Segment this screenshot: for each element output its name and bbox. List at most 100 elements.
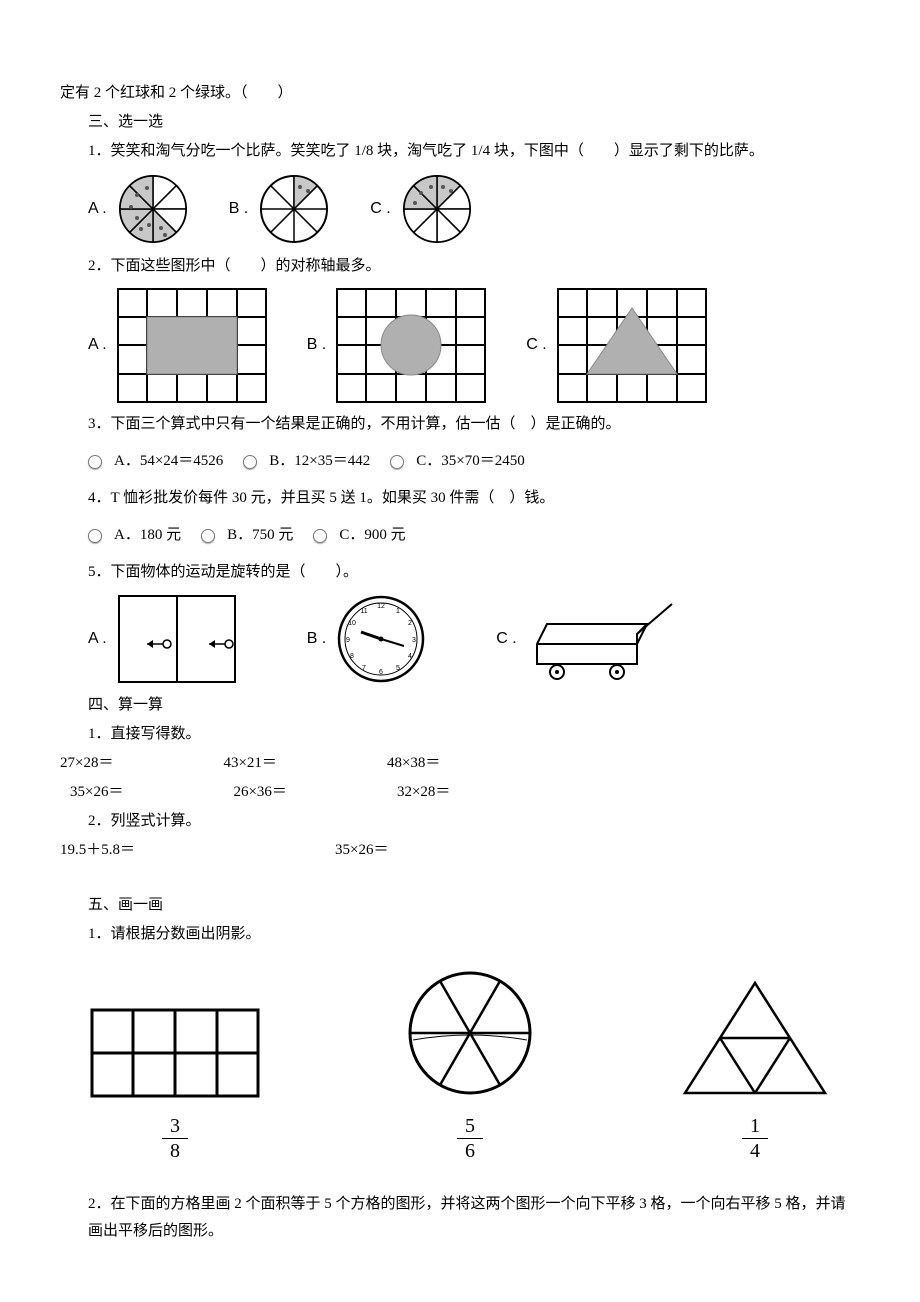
q1-b-label: B . [229,195,249,224]
svg-text:4: 4 [408,653,412,660]
q2-a-label: A . [88,331,107,360]
q2-c-label: C . [526,331,546,360]
radio-icon [201,529,215,543]
q3-a-label: A．54×24＝4526 [114,448,223,475]
frac3-den: 4 [742,1138,768,1161]
frac1-den: 8 [162,1138,188,1161]
frac2-den: 6 [457,1138,483,1161]
q4-b-label: B．750 元 [227,522,293,549]
svg-text:8: 8 [350,653,354,660]
q5-option-c[interactable]: C . [496,594,676,684]
calc-1a: 27×28＝ [60,750,113,777]
grid-triangle-icon [557,288,707,403]
calc-2b: 26×36＝ [233,779,286,806]
svg-text:6: 6 [379,669,383,676]
q1-option-c[interactable]: C . [370,173,472,245]
section4-sub1: 1．直接写得数。 [60,721,860,748]
pizza-icon-c [401,173,473,245]
cart-icon [527,594,677,684]
draw-row: 3 8 5 6 1 4 [90,968,830,1161]
radio-icon [88,455,102,469]
q4-options: A．180 元 B．750 元 C．900 元 [88,522,860,549]
svg-text:11: 11 [361,608,368,615]
radio-icon [88,529,102,543]
q2-text: 2．下面这些图形中（ ）的对称轴最多。 [60,253,860,280]
q1-option-a[interactable]: A . [88,173,189,245]
q1-options: A . B . C . [88,173,860,245]
q3-option-b[interactable]: B．12×35＝442 [243,448,370,475]
calc-row-2: 35×26＝ 26×36＝ 32×28＝ [70,779,860,806]
q1-a-label: A . [88,195,107,224]
calc-1b: 43×21＝ [223,750,276,777]
section5-sub2: 2．在下面的方格里画 2 个面积等于 5 个方格的图形，并将这两个图形一个向下平… [60,1191,860,1245]
section3-title: 三、选一选 [60,109,860,136]
q3-option-a[interactable]: A．54×24＝4526 [88,448,223,475]
section4-sub2: 2．列竖式计算。 [60,808,860,835]
q3-b-label: B．12×35＝442 [269,448,370,475]
q5-option-b[interactable]: B . 1212 345 678 91011 [307,594,427,684]
q5-text: 5．下面物体的运动是旋转的是（ ）。 [60,559,860,586]
calc-row-1: 27×28＝ 43×21＝ 48×38＝ [60,750,860,777]
svg-text:3: 3 [412,637,416,644]
svg-text:2: 2 [408,620,412,627]
calc-3a: 19.5＋5.8＝ [60,837,135,864]
q5-b-label: B . [307,625,327,654]
q3-options: A．54×24＝4526 B．12×35＝442 C．35×70＝2450 [88,448,860,475]
sliding-door-icon [117,594,237,684]
radio-icon [390,455,404,469]
fraction-2: 5 6 [457,1116,483,1161]
q1-c-label: C . [370,195,390,224]
intro-partial: 定有 2 个红球和 2 个绿球。（ ） [60,80,860,107]
draw-item-3: 1 4 [680,978,830,1161]
section5-title: 五、画一画 [60,892,860,919]
svg-text:10: 10 [348,620,356,627]
svg-text:12: 12 [377,603,385,610]
calc-row-3: 19.5＋5.8＝ 35×26＝ [60,837,860,864]
q1-text: 1．笑笑和淘气分吃一个比萨。笑笑吃了 1/8 块，淘气吃了 1/4 块，下图中（… [60,138,860,165]
q2-option-b[interactable]: B . [307,288,487,403]
frac1-num: 3 [162,1116,188,1138]
rect-grid-icon [90,1008,260,1098]
svg-text:7: 7 [362,665,366,672]
frac2-num: 5 [457,1116,483,1138]
fraction-3: 1 4 [742,1116,768,1161]
q4-option-c[interactable]: C．900 元 [313,522,405,549]
calc-3b: 35×26＝ [335,837,388,864]
q4-option-b[interactable]: B．750 元 [201,522,293,549]
pizza-icon-b [258,173,330,245]
grid-circle-icon [336,288,486,403]
clock-icon: 1212 345 678 91011 [336,594,426,684]
calc-2a: 35×26＝ [70,779,123,806]
q5-option-a[interactable]: A . [88,594,237,684]
q3-option-c[interactable]: C．35×70＝2450 [390,448,524,475]
q1-option-b[interactable]: B . [229,173,331,245]
q5-options: A . B . 1212 345 678 91011 [88,594,860,684]
q5-c-label: C . [496,625,516,654]
draw-item-2: 5 6 [405,968,535,1161]
circle-6-icon [405,968,535,1098]
q4-a-label: A．180 元 [114,522,181,549]
q5-a-label: A . [88,625,107,654]
radio-icon [243,455,257,469]
q2-option-c[interactable]: C . [526,288,706,403]
svg-text:9: 9 [346,637,350,644]
triangle-4-icon [680,978,830,1098]
q3-text: 3．下面三个算式中只有一个结果是正确的，不用计算，估一估（ ）是正确的。 [60,411,860,438]
q4-c-label: C．900 元 [339,522,405,549]
q4-text: 4．T 恤衫批发价每件 30 元，并且买 5 送 1。如果买 30 件需（ ）钱… [60,485,860,512]
svg-text:1: 1 [396,608,400,615]
q2-options: A . B . C . [88,288,860,403]
draw-item-1: 3 8 [90,1008,260,1161]
fraction-1: 3 8 [162,1116,188,1161]
section4-title: 四、算一算 [60,692,860,719]
svg-text:5: 5 [396,665,400,672]
frac3-num: 1 [742,1116,768,1138]
calc-1c: 48×38＝ [387,750,440,777]
q2-option-a[interactable]: A . [88,288,267,403]
q4-option-a[interactable]: A．180 元 [88,522,181,549]
q2-b-label: B . [307,331,327,360]
calc-2c: 32×28＝ [397,779,450,806]
q3-c-label: C．35×70＝2450 [416,448,524,475]
section5-sub1: 1．请根据分数画出阴影。 [60,921,860,948]
grid-rect-icon [117,288,267,403]
